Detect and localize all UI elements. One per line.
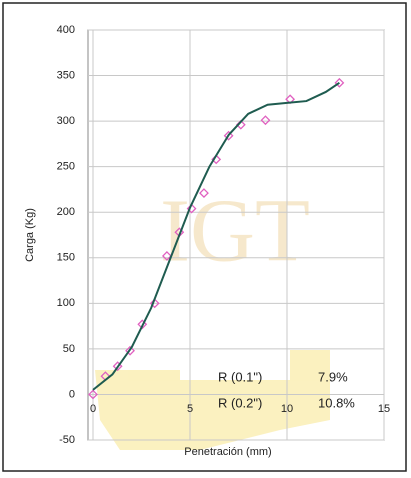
y-tick-label: 300 (57, 115, 75, 127)
watermark: IGT (95, 182, 330, 450)
y-tick-label: -50 (59, 434, 75, 446)
chart: IGT Carga (Kg) Penetración (mm) R (0.1")… (0, 0, 411, 478)
x-tick-label: 10 (281, 403, 293, 415)
y-tick-label: 100 (57, 297, 75, 309)
y-tick-label: 350 (57, 69, 75, 81)
x-tick-label: 0 (90, 403, 96, 415)
annotation: R (0.2") (218, 395, 262, 410)
annotation: R (0.1") (218, 369, 262, 384)
annotation: 10.8% (318, 395, 355, 410)
x-axis-label: Penetración (mm) (184, 446, 271, 458)
y-tick-label: 200 (57, 206, 75, 218)
x-tick-label: 15 (378, 403, 390, 415)
x-tick-label: 5 (187, 403, 193, 415)
y-tick-label: 400 (57, 24, 75, 36)
y-tick-label: 50 (63, 343, 75, 355)
data-point (261, 116, 269, 124)
y-tick-label: 0 (69, 388, 75, 400)
y-axis-label: Carga (Kg) (24, 208, 36, 262)
y-tick-label: 150 (57, 252, 75, 264)
y-tick-label: 250 (57, 161, 75, 173)
annotation: 7.9% (318, 369, 348, 384)
